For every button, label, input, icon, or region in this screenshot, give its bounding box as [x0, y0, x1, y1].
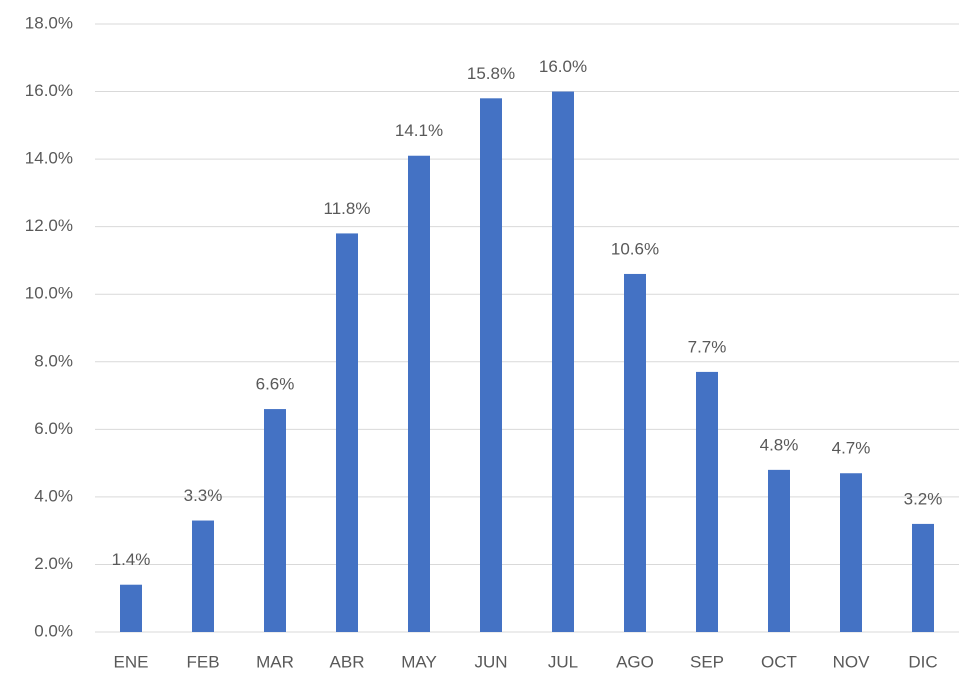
- bar: [120, 584, 142, 632]
- x-tick-label: NOV: [833, 652, 871, 671]
- x-tick-label: FEB: [186, 652, 219, 671]
- bar: [408, 155, 430, 632]
- data-label: 1.4%: [112, 550, 151, 569]
- bar: [624, 273, 646, 632]
- bar: [480, 98, 502, 633]
- data-label: 3.2%: [904, 489, 943, 508]
- data-label: 6.6%: [256, 375, 295, 394]
- y-tick-label: 2.0%: [34, 554, 73, 573]
- data-label: 3.3%: [184, 486, 223, 505]
- x-tick-label: ENE: [114, 652, 149, 671]
- bar: [696, 371, 718, 632]
- x-tick-label: JUL: [548, 652, 578, 671]
- data-label: 11.8%: [324, 199, 371, 218]
- x-tick-label: MAR: [256, 652, 294, 671]
- bar: [264, 409, 286, 632]
- x-tick-label: MAY: [401, 652, 437, 671]
- data-label: 10.6%: [611, 239, 659, 258]
- data-label: 4.8%: [760, 435, 799, 454]
- y-tick-label: 12.0%: [25, 216, 73, 235]
- data-label: 4.7%: [832, 439, 871, 458]
- bar: [768, 469, 790, 632]
- y-tick-label: 8.0%: [34, 351, 73, 370]
- bar: [336, 233, 358, 632]
- bar: [552, 91, 574, 633]
- bar: [912, 523, 934, 632]
- x-tick-label: JUN: [474, 652, 507, 671]
- y-tick-label: 18.0%: [25, 13, 73, 32]
- y-tick-label: 10.0%: [25, 284, 73, 303]
- y-tick-label: 6.0%: [34, 419, 73, 438]
- x-tick-label: SEP: [690, 652, 724, 671]
- x-tick-label: DIC: [908, 652, 937, 671]
- data-label: 7.7%: [688, 337, 727, 356]
- y-tick-label: 4.0%: [34, 486, 73, 505]
- x-tick-label: AGO: [616, 652, 654, 671]
- bar: [840, 473, 862, 632]
- x-tick-label: OCT: [761, 652, 797, 671]
- y-tick-label: 14.0%: [25, 149, 73, 168]
- y-tick-label: 0.0%: [34, 621, 73, 640]
- data-label: 14.1%: [395, 121, 443, 140]
- data-label: 16.0%: [539, 57, 587, 76]
- y-tick-label: 16.0%: [25, 81, 73, 100]
- x-tick-label: ABR: [330, 652, 365, 671]
- data-label: 15.8%: [467, 64, 515, 83]
- bar: [192, 520, 214, 632]
